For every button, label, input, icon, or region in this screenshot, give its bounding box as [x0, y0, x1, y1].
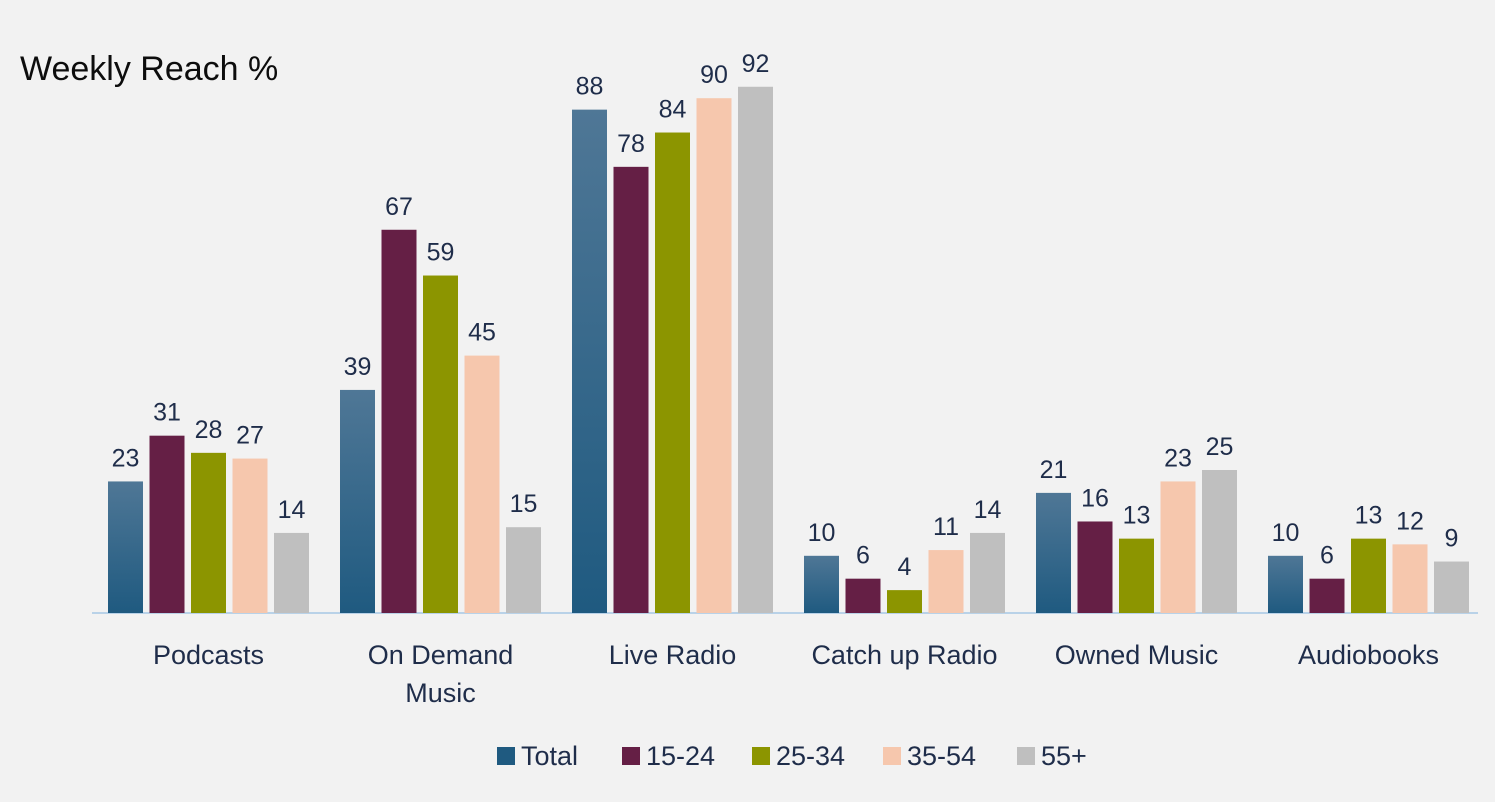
category-label: Podcasts [153, 640, 264, 670]
data-label: 67 [385, 193, 413, 221]
bar-4-3 [887, 590, 922, 613]
bar-2-1 [340, 389, 375, 613]
bar-4-4 [928, 550, 964, 613]
legend-swatch [1017, 747, 1035, 765]
bar-5-2 [1077, 521, 1113, 613]
data-label: 13 [1123, 502, 1151, 530]
bar-2-5 [506, 527, 541, 613]
data-label: 10 [808, 519, 836, 547]
labels-layer: 23 31 28 27 14 Podcasts 39 67 59 45 15 On Demand Mus… [112, 50, 1459, 708]
data-label: 23 [112, 444, 140, 472]
bar-6-3 [1351, 538, 1386, 613]
data-label: 11 [933, 513, 959, 541]
data-label: 6 [1320, 542, 1334, 570]
bar-2-2 [381, 229, 417, 613]
bar-1-1 [108, 481, 143, 613]
bar-6-2 [1309, 578, 1345, 613]
data-label: 12 [1396, 507, 1424, 535]
data-label: 4 [898, 553, 912, 581]
bars-layer [108, 86, 1469, 613]
data-label: 14 [278, 496, 306, 524]
bar-3-2 [613, 166, 649, 613]
legend-swatch [622, 747, 640, 765]
chart-title: Weekly Reach % [20, 50, 279, 88]
category-label: On Demand [368, 640, 514, 670]
bar-4-2 [845, 578, 881, 613]
data-label: 23 [1164, 444, 1192, 472]
bar-6-5 [1434, 561, 1469, 613]
data-label: 39 [344, 353, 372, 381]
bar-3-4 [696, 98, 732, 613]
bar-3-3 [655, 132, 690, 613]
legend-swatch [883, 747, 901, 765]
bar-5-3 [1119, 538, 1154, 613]
legend-swatch [752, 747, 770, 765]
bar-1-3 [191, 452, 226, 613]
data-label: 6 [856, 542, 870, 570]
data-label: 16 [1081, 484, 1109, 512]
bar-2-3 [423, 275, 458, 613]
category-label: Music [405, 678, 476, 708]
data-label: 90 [700, 61, 728, 89]
legend-label: 15-24 [646, 741, 715, 771]
data-label: 14 [974, 496, 1002, 524]
data-label: 88 [576, 73, 604, 101]
data-label: 92 [742, 50, 770, 78]
bar-5-1 [1036, 492, 1071, 613]
data-label: 27 [236, 422, 264, 450]
bar-4-5 [970, 532, 1005, 613]
data-label: 25 [1206, 433, 1234, 461]
category-label: Live Radio [609, 640, 737, 670]
legend: Total 15-24 25-34 35-54 55+ [497, 741, 1087, 771]
bar-1-2 [149, 435, 185, 613]
data-label: 15 [510, 490, 538, 518]
data-label: 21 [1040, 456, 1068, 484]
legend-label: 25-34 [776, 741, 845, 771]
bar-6-1 [1268, 555, 1303, 613]
category-label: Catch up Radio [811, 640, 997, 670]
bar-6-4 [1392, 544, 1428, 613]
bar-3-1 [572, 109, 607, 613]
data-label: 59 [427, 239, 455, 267]
legend-swatch [497, 747, 515, 765]
legend-label: 55+ [1041, 741, 1087, 771]
bar-5-5 [1202, 470, 1237, 613]
legend-label: Total [521, 741, 578, 771]
data-label: 28 [195, 416, 223, 444]
bar-3-5 [738, 86, 773, 613]
data-label: 78 [617, 130, 645, 158]
bar-4-1 [804, 555, 839, 613]
bar-5-4 [1160, 481, 1196, 613]
data-label: 9 [1445, 525, 1459, 553]
data-label: 84 [659, 96, 687, 124]
data-label: 10 [1272, 519, 1300, 547]
legend-label: 35-54 [907, 741, 976, 771]
category-label: Audiobooks [1298, 640, 1439, 670]
bar-1-4 [232, 458, 268, 613]
bar-2-4 [464, 355, 500, 613]
bar-1-5 [274, 532, 309, 613]
category-label: Owned Music [1055, 640, 1219, 670]
data-label: 13 [1355, 502, 1383, 530]
data-label: 45 [468, 319, 496, 347]
data-label: 31 [153, 399, 181, 427]
